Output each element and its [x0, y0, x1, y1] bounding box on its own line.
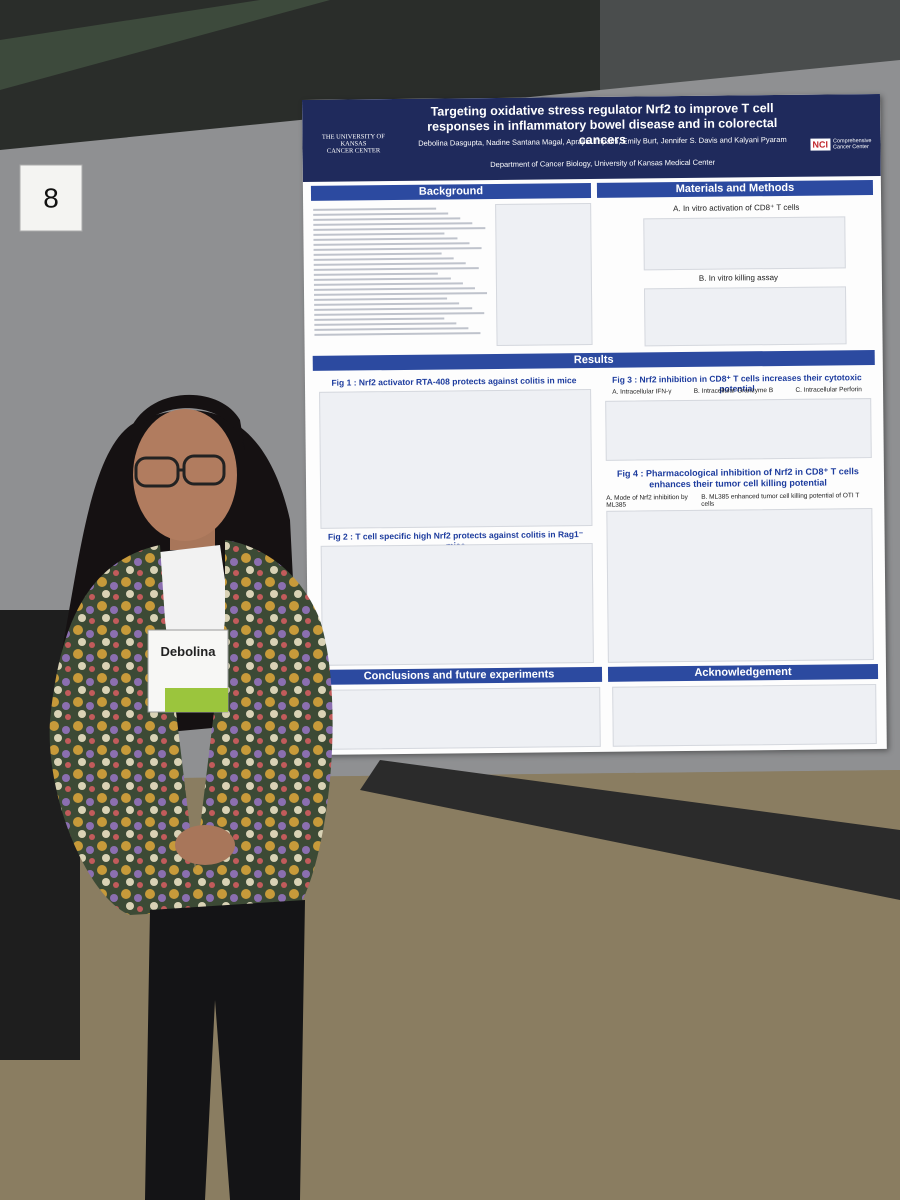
ceiling-beam [0, 0, 330, 90]
hair-top [130, 394, 245, 450]
badge-name: Debolina [161, 644, 217, 659]
board-number-card [19, 164, 83, 232]
hands [175, 825, 235, 865]
shirt [150, 545, 235, 650]
board-stand [360, 760, 900, 900]
badge-stripe [165, 688, 228, 712]
trousers [145, 900, 305, 1200]
jacket [49, 540, 333, 915]
board-number: 8 [43, 182, 59, 213]
glasses [134, 454, 226, 488]
